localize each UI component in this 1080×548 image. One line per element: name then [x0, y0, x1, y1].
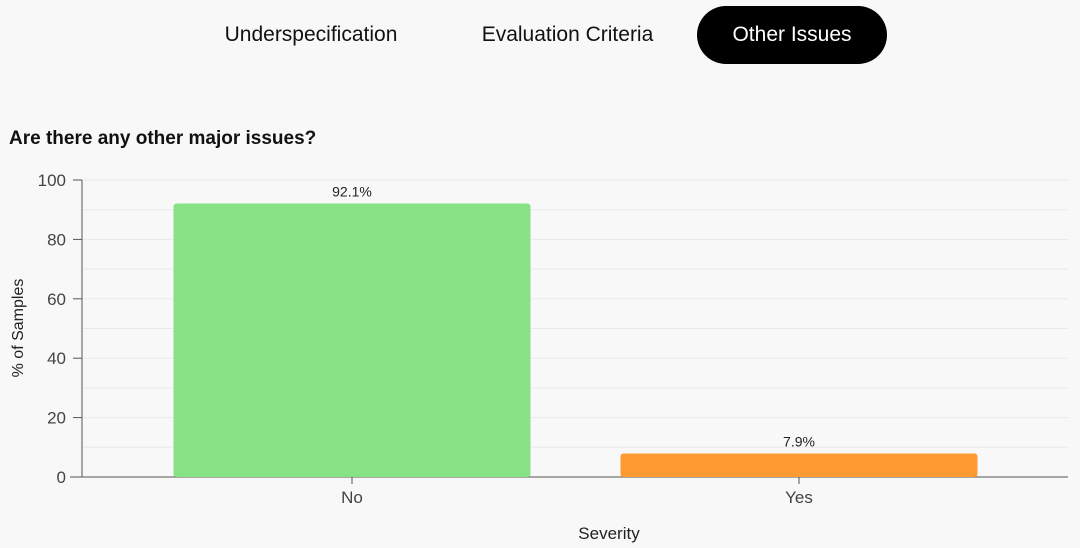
y-tick-label: 40: [47, 349, 66, 368]
y-tick-label: 0: [57, 468, 66, 487]
tab-evaluation-criteria[interactable]: Evaluation Criteria: [481, 23, 654, 46]
y-tick-label: 80: [47, 230, 66, 249]
y-axis-title: % of Samples: [10, 279, 27, 378]
x-tick-label: Yes: [785, 488, 813, 507]
x-tick-label: No: [341, 488, 363, 507]
y-tick-label: 100: [38, 171, 66, 190]
tab-underspecification[interactable]: Underspecification: [224, 23, 398, 46]
data-label: 7.9%: [783, 434, 815, 450]
bar-no: [173, 203, 531, 477]
data-label: 92.1%: [332, 183, 372, 199]
y-tick-label: 20: [47, 409, 66, 428]
x-axis-title: Severity: [578, 524, 640, 543]
chart-title: Are there any other major issues?: [9, 128, 317, 149]
tab-bar: Underspecification Evaluation Criteria O…: [0, 6, 1080, 64]
bar-yes: [620, 453, 978, 477]
y-tick-label: 60: [47, 290, 66, 309]
tab-other-issues[interactable]: Other Issues: [697, 6, 887, 64]
bar-chart: 0 20 40 60 80 100 92.1% No 7.9% Yes Severity % of S…: [10, 171, 1068, 543]
